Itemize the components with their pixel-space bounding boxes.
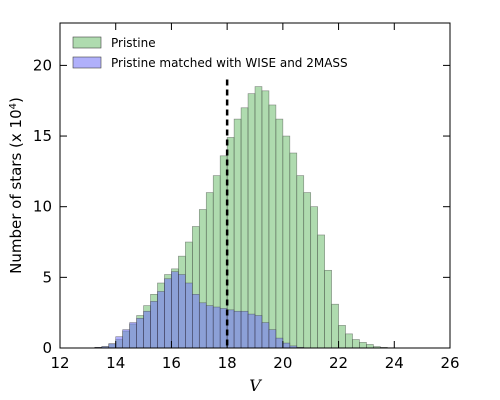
pristine-bar xyxy=(296,175,305,349)
matched-bar xyxy=(171,271,179,349)
matched-bar xyxy=(143,310,151,349)
pristine-bar xyxy=(331,303,339,349)
pristine-bar xyxy=(324,269,332,349)
legend-label-matched: Pristine matched with WISE and 2MASS xyxy=(111,56,348,70)
pristine-bar xyxy=(261,90,270,349)
pristine-bar xyxy=(359,342,367,349)
pristine-bar xyxy=(275,118,284,349)
matched-bar xyxy=(282,342,291,349)
x-tick-label: 24 xyxy=(385,354,404,372)
pristine-bar xyxy=(289,152,298,349)
axis-ticks: 12 14 16 18 20 22 24 26 0 5 10 15 20 xyxy=(33,23,460,372)
y-axis-label-exponent: 4 xyxy=(8,103,19,109)
y-tick-label: 15 xyxy=(33,127,52,145)
x-axis-label: V xyxy=(249,376,262,395)
x-tick-label: 22 xyxy=(329,354,348,372)
matched-bar xyxy=(240,310,249,349)
matched-bar xyxy=(178,274,186,349)
matched-bar xyxy=(212,306,221,349)
pristine-bar xyxy=(268,104,277,349)
x-tick-label: 12 xyxy=(50,354,69,372)
pristine-matched-bars xyxy=(94,271,305,349)
pristine-bar xyxy=(317,234,325,349)
pristine-bar xyxy=(303,192,312,349)
x-tick-label: 16 xyxy=(162,354,181,372)
matched-bar xyxy=(115,336,123,349)
matched-bar xyxy=(261,322,270,349)
pristine-bar xyxy=(352,339,360,349)
matched-bar xyxy=(275,337,284,349)
matched-bar xyxy=(205,305,214,349)
pristine-bar xyxy=(345,333,353,349)
y-tick-label: 0 xyxy=(42,339,52,357)
pristine-bar xyxy=(254,86,263,349)
pristine-bars xyxy=(94,86,395,349)
pristine-bar xyxy=(366,344,374,349)
plot-frame xyxy=(59,22,451,349)
matched-bar xyxy=(268,329,277,349)
matched-bar xyxy=(185,282,193,349)
matched-bar xyxy=(108,343,117,349)
matched-bar xyxy=(129,322,137,349)
pristine-bar xyxy=(282,135,291,349)
matched-bar xyxy=(136,318,144,349)
x-tick-label: 20 xyxy=(273,354,292,372)
y-tick-label: 5 xyxy=(42,268,52,286)
pristine-bar xyxy=(338,325,346,349)
matched-bar xyxy=(122,329,130,349)
y-tick-label: 20 xyxy=(33,56,52,74)
matched-bar xyxy=(164,278,172,349)
y-axis-label: Number of stars (x 104) xyxy=(7,97,25,274)
matched-bar xyxy=(254,315,263,349)
x-tick-label: 14 xyxy=(106,354,125,372)
matched-bar xyxy=(247,313,256,349)
x-tick-label: 26 xyxy=(440,354,459,372)
matched-bar xyxy=(157,291,165,349)
legend-swatch-pristine xyxy=(72,36,102,49)
x-tick-label: 18 xyxy=(218,354,237,372)
matched-bar xyxy=(192,294,200,349)
matched-bar xyxy=(233,310,242,349)
pristine-bar xyxy=(247,93,256,349)
legend-swatch-matched xyxy=(72,56,102,69)
matched-bar xyxy=(150,301,158,349)
matched-bar xyxy=(198,302,207,349)
y-tick-label: 10 xyxy=(33,198,52,216)
legend-label-pristine: Pristine xyxy=(111,36,156,50)
legend: Pristine Pristine matched with WISE and … xyxy=(72,36,348,70)
pristine-bar xyxy=(310,206,318,349)
